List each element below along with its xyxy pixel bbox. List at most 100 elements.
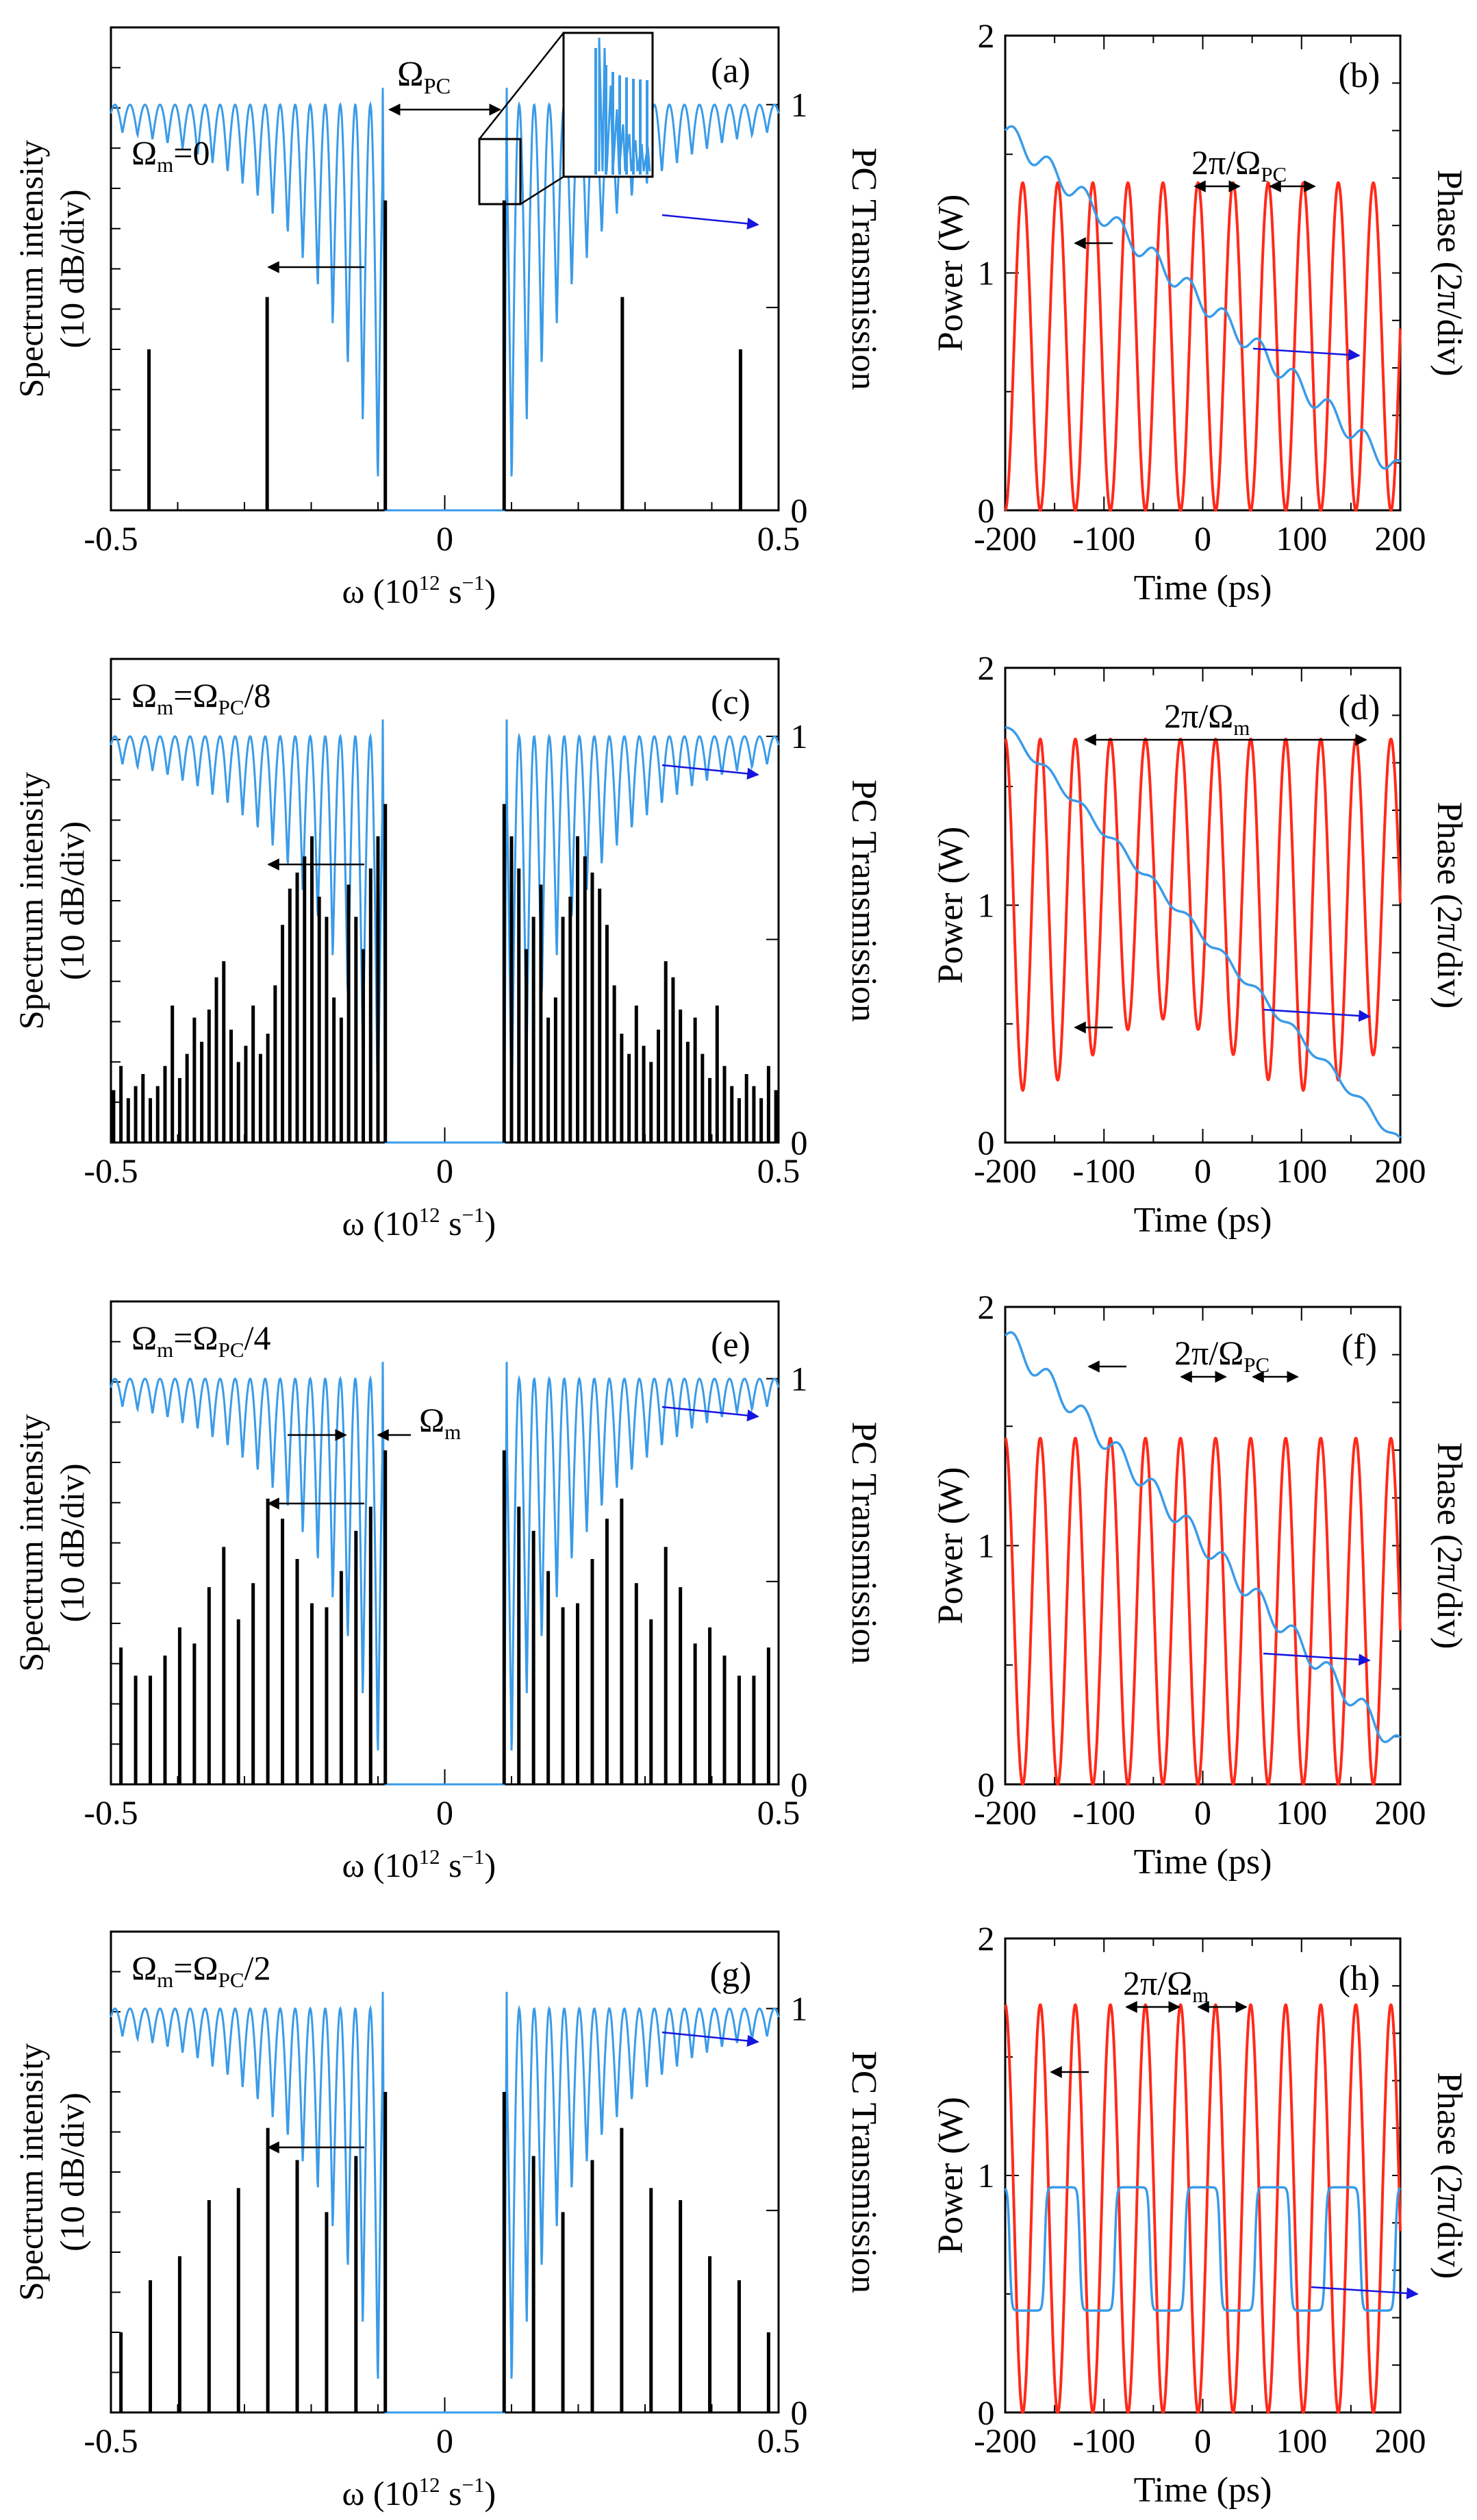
x-tick-label: -0.5 — [84, 1793, 138, 1832]
y-axis-label-left: Power (W) — [931, 195, 970, 352]
omega-m-label-part: PC — [218, 695, 244, 719]
omega-m-label-part: PC — [218, 1968, 244, 1992]
y-axis-label-left: Power (W) — [931, 827, 970, 984]
omega-m-label: Ωm=ΩPC/2 — [131, 1949, 270, 1992]
right-axis-arrow — [661, 1406, 759, 1422]
y-tick-label: 2 — [978, 1288, 995, 1326]
phase-curve — [1005, 1331, 1402, 1743]
omega-m-label-part: =0 — [173, 134, 210, 172]
panel-label: (c) — [711, 683, 750, 722]
phase-axis-arrow — [1252, 347, 1361, 361]
x-axis-label-part: −1 — [462, 2473, 485, 2497]
y-axis-label-right: Phase (2π/div) — [1430, 1442, 1469, 1649]
period-label-part: PC — [1244, 1353, 1270, 1377]
temporal-panel-2: -200 -100 0 100 200 0 1 2 Time (ps) Power (W) Phas… — [931, 1288, 1469, 1882]
x-tick-label: -100 — [1072, 2421, 1135, 2460]
x-axis-label: Time (ps) — [1134, 569, 1272, 608]
x-axis-label-part: 12 — [419, 1845, 440, 1869]
pc-transmission-curve — [110, 1362, 780, 1786]
power-curve — [1004, 1436, 1402, 1786]
x-tick-label: 0 — [436, 1151, 453, 1190]
period-label: 2π/Ωm — [1123, 1964, 1209, 2007]
x-axis-label-part: ) — [485, 2474, 496, 2512]
x-axis-label-part: s — [440, 2474, 462, 2512]
y-axis-label-right: PC Transmission — [844, 147, 883, 390]
x-axis-label-part: ω (10 — [342, 2474, 419, 2512]
x-tick-label: 0.5 — [757, 1793, 800, 1832]
x-tick-label: 0 — [1194, 2421, 1211, 2460]
panel-label: (g) — [710, 1956, 752, 1995]
omega-m-label: Ωm=ΩPC/8 — [131, 676, 270, 719]
x-axis-label-part: −1 — [462, 571, 485, 595]
x-tick-label: -200 — [974, 1793, 1037, 1832]
phase-axis-arrow — [1263, 1008, 1371, 1022]
right-axis-arrow — [661, 764, 759, 780]
omega-m-label-part: m — [157, 1338, 173, 1362]
x-tick-label: -0.5 — [84, 2421, 138, 2460]
x-tick-label: -0.5 — [84, 519, 138, 558]
y-axis-label-left-unit: (10 dB/div) — [53, 2093, 91, 2251]
x-axis-label-part: ω (10 — [342, 1204, 419, 1243]
x-axis-label: ω (1012 s−1) — [342, 1203, 496, 1243]
omega-m-label-part: PC — [218, 1338, 244, 1362]
x-axis-label-part: ) — [485, 1846, 496, 1884]
period-label-part: PC — [1261, 162, 1287, 186]
omega-m-label-part: Ω — [131, 1949, 157, 1987]
y-tick-label: 1 — [978, 2156, 995, 2195]
x-tick-label: 0 — [1194, 1793, 1211, 1832]
period-label-part: 2π/Ω — [1191, 143, 1261, 182]
x-tick-label: 100 — [1276, 1151, 1327, 1190]
y-axis-label-left: Spectrum intensity — [12, 1414, 50, 1671]
x-tick-label: 200 — [1375, 1151, 1426, 1190]
x-tick-label: -200 — [974, 519, 1037, 558]
x-tick-label: 0 — [436, 519, 453, 558]
panel-label: (d) — [1339, 688, 1380, 727]
x-tick-label: 100 — [1276, 1793, 1327, 1832]
period-label: 2π/Ωm — [1164, 697, 1250, 740]
y-axis-label-right: Phase (2π/div) — [1430, 801, 1469, 1008]
panel-label: (e) — [711, 1325, 750, 1364]
y-axis-label-right: PC Transmission — [844, 2051, 883, 2293]
y-axis-label-left: Spectrum intensity — [12, 2043, 50, 2301]
x-axis-label: ω (1012 s−1) — [342, 2473, 496, 2512]
pc-transmission-curve — [110, 88, 780, 512]
y-axis-label-right: PC Transmission — [844, 1421, 883, 1664]
omega-m-label-part: /8 — [244, 676, 271, 714]
y-tick-label: 2 — [978, 16, 995, 55]
x-axis-label-part: s — [440, 1204, 462, 1243]
plot-frame — [110, 658, 780, 1144]
right-tick-label: 0 — [791, 1123, 808, 1162]
right-axis-arrow — [661, 214, 759, 230]
period-label-part: 2π/Ω — [1174, 1334, 1244, 1372]
power-curve — [1004, 737, 1402, 1093]
omega-m-label-part: /2 — [244, 1949, 271, 1987]
phase-curve — [1004, 2186, 1402, 2312]
right-tick-label: 1 — [791, 86, 808, 124]
panel-label: (a) — [711, 51, 750, 90]
x-tick-label: -100 — [1072, 519, 1135, 558]
x-tick-label: 200 — [1375, 1793, 1426, 1832]
x-axis-label-part: ) — [485, 572, 496, 610]
omega-m-label-part: =Ω — [173, 676, 218, 714]
y-tick-label: 0 — [978, 1123, 995, 1162]
period-label: 2π/ΩPC — [1191, 143, 1287, 186]
x-axis-label-part: −1 — [462, 1845, 485, 1869]
zoom-source-box — [478, 138, 522, 205]
x-tick-label: 0 — [1194, 1151, 1211, 1190]
y-tick-label: 1 — [978, 1527, 995, 1565]
x-axis-label-part: ) — [485, 1204, 496, 1243]
y-axis-label-right: Phase (2π/div) — [1430, 2072, 1469, 2279]
right-tick-label: 0 — [791, 2393, 808, 2432]
omega-m-spacing-label-part: m — [444, 1420, 461, 1444]
zoom-connector — [479, 32, 564, 140]
phase-axis-arrow — [1311, 2286, 1419, 2299]
omega-m-label-part: m — [157, 695, 173, 719]
x-tick-label: -200 — [974, 1151, 1037, 1190]
x-tick-label: 200 — [1375, 519, 1426, 558]
right-tick-label: 1 — [791, 1360, 808, 1398]
x-tick-label: -0.5 — [84, 1151, 138, 1190]
